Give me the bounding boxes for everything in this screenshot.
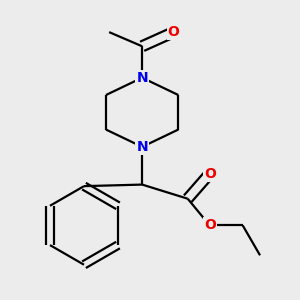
Text: O: O — [204, 218, 216, 233]
Text: O: O — [168, 25, 179, 39]
Text: O: O — [204, 167, 216, 181]
Text: N: N — [136, 71, 148, 85]
Text: N: N — [136, 140, 148, 154]
